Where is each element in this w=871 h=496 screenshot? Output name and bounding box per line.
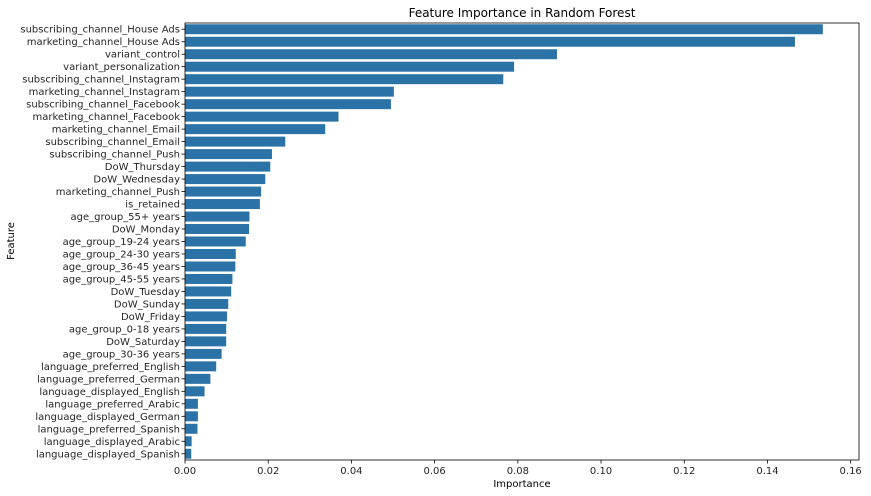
bar [185, 124, 326, 135]
x-tick-labels: 0.00 0.02 0.04 0.06 0.08 0.10 0.12 0.14 0.16 [174, 460, 862, 477]
bar [185, 361, 217, 372]
y-tick-label: language_displayed_Spanish [36, 449, 180, 460]
bars-group [185, 24, 823, 459]
y-tick-label: language_preferred_Spanish [38, 424, 180, 435]
y-tick-label: age_group_0-18 years [69, 324, 180, 335]
y-tick-label: marketing_channel_Instagram [29, 87, 180, 98]
y-tick-label: marketing_channel_Email [52, 125, 180, 136]
bar [185, 111, 339, 122]
bar [185, 373, 211, 384]
bar [185, 336, 227, 347]
y-tick-label: DoW_Wednesday [93, 175, 180, 186]
bar [185, 273, 233, 284]
bar [185, 186, 262, 197]
y-tick-label: language_preferred_German [37, 374, 180, 385]
bar [185, 99, 391, 110]
y-tick-label: marketing_channel_House Ads [27, 37, 180, 48]
bar [185, 49, 557, 60]
plot-frame [184, 22, 860, 461]
x-tick-label: 0.04 [340, 466, 362, 477]
bar [185, 423, 198, 434]
y-tick-label: subscribing_channel_Email [45, 137, 180, 148]
y-tick-label: variant_personalization [63, 62, 180, 73]
bar [185, 199, 260, 210]
y-tick-label: DoW_Saturday [106, 337, 180, 348]
bar [185, 24, 823, 35]
y-tick-label: age_group_19-24 years [63, 237, 180, 248]
bar [185, 211, 250, 222]
bar [185, 311, 228, 322]
x-tick-label: 0.14 [756, 466, 778, 477]
y-tick-label: DoW_Sunday [114, 299, 180, 310]
y-tick-label: DoW_Friday [121, 312, 180, 323]
y-tick-label: DoW_Monday [112, 225, 180, 236]
y-tick-label: DoW_Tuesday [111, 287, 180, 298]
bar [185, 149, 272, 160]
bar [185, 236, 246, 247]
bar [185, 411, 198, 422]
y-tick-label: age_group_55+ years [71, 212, 180, 223]
x-tick-label: 0.12 [673, 466, 695, 477]
y-tick-label: age_group_45-55 years [63, 274, 180, 285]
bar [185, 398, 198, 409]
y-tick-label: age_group_36-45 years [63, 262, 180, 273]
bar [185, 224, 250, 235]
y-tick-label: is_retained [125, 200, 180, 211]
y-tick-label: marketing_channel_Facebook [32, 112, 180, 123]
bar [185, 136, 286, 147]
y-tick-label: subscribing_channel_House Ads [20, 25, 180, 36]
y-tick-label: language_displayed_German [35, 412, 180, 423]
y-tick-label: language_displayed_Arabic [44, 437, 180, 448]
bar [185, 386, 205, 397]
bar [185, 74, 504, 85]
bar [185, 286, 232, 297]
x-tick-label: 0.00 [174, 466, 196, 477]
x-tick-label: 0.08 [507, 466, 529, 477]
bar [185, 248, 236, 259]
y-axis-label: Feature [6, 222, 17, 260]
y-tick-label: subscribing_channel_Facebook [26, 100, 180, 111]
bar [185, 174, 266, 185]
bar [185, 448, 192, 459]
bar [185, 161, 271, 172]
x-axis-label: Importance [493, 479, 550, 490]
bar [185, 348, 222, 359]
bar [185, 298, 229, 309]
bar [185, 261, 236, 272]
y-tick-label: subscribing_channel_Instagram [22, 75, 180, 86]
y-tick-label: language_preferred_English [41, 362, 180, 373]
bar [185, 86, 394, 97]
y-tick-label: age_group_24-30 years [63, 249, 180, 260]
y-tick-label: language_preferred_Arabic [45, 399, 180, 410]
y-tick-label: variant_control [105, 50, 180, 61]
y-tick-label: subscribing_channel_Push [49, 150, 180, 161]
chart-title: Feature Importance in Random Forest [409, 6, 636, 20]
x-tick-label: 0.10 [590, 466, 612, 477]
y-tick-label: language_displayed_English [39, 387, 180, 398]
bar [185, 323, 227, 334]
y-tick-label: marketing_channel_Push [56, 187, 180, 198]
y-tick-labels: subscribing_channel_House Adsmarketing_c… [20, 25, 185, 460]
y-tick-label: DoW_Thursday [105, 162, 180, 173]
bar [185, 436, 192, 447]
bar [185, 36, 795, 47]
x-tick-label: 0.06 [423, 466, 445, 477]
bar [185, 61, 515, 72]
y-tick-label: age_group_30-36 years [63, 349, 180, 360]
x-tick-label: 0.16 [840, 466, 862, 477]
x-tick-label: 0.02 [257, 466, 279, 477]
